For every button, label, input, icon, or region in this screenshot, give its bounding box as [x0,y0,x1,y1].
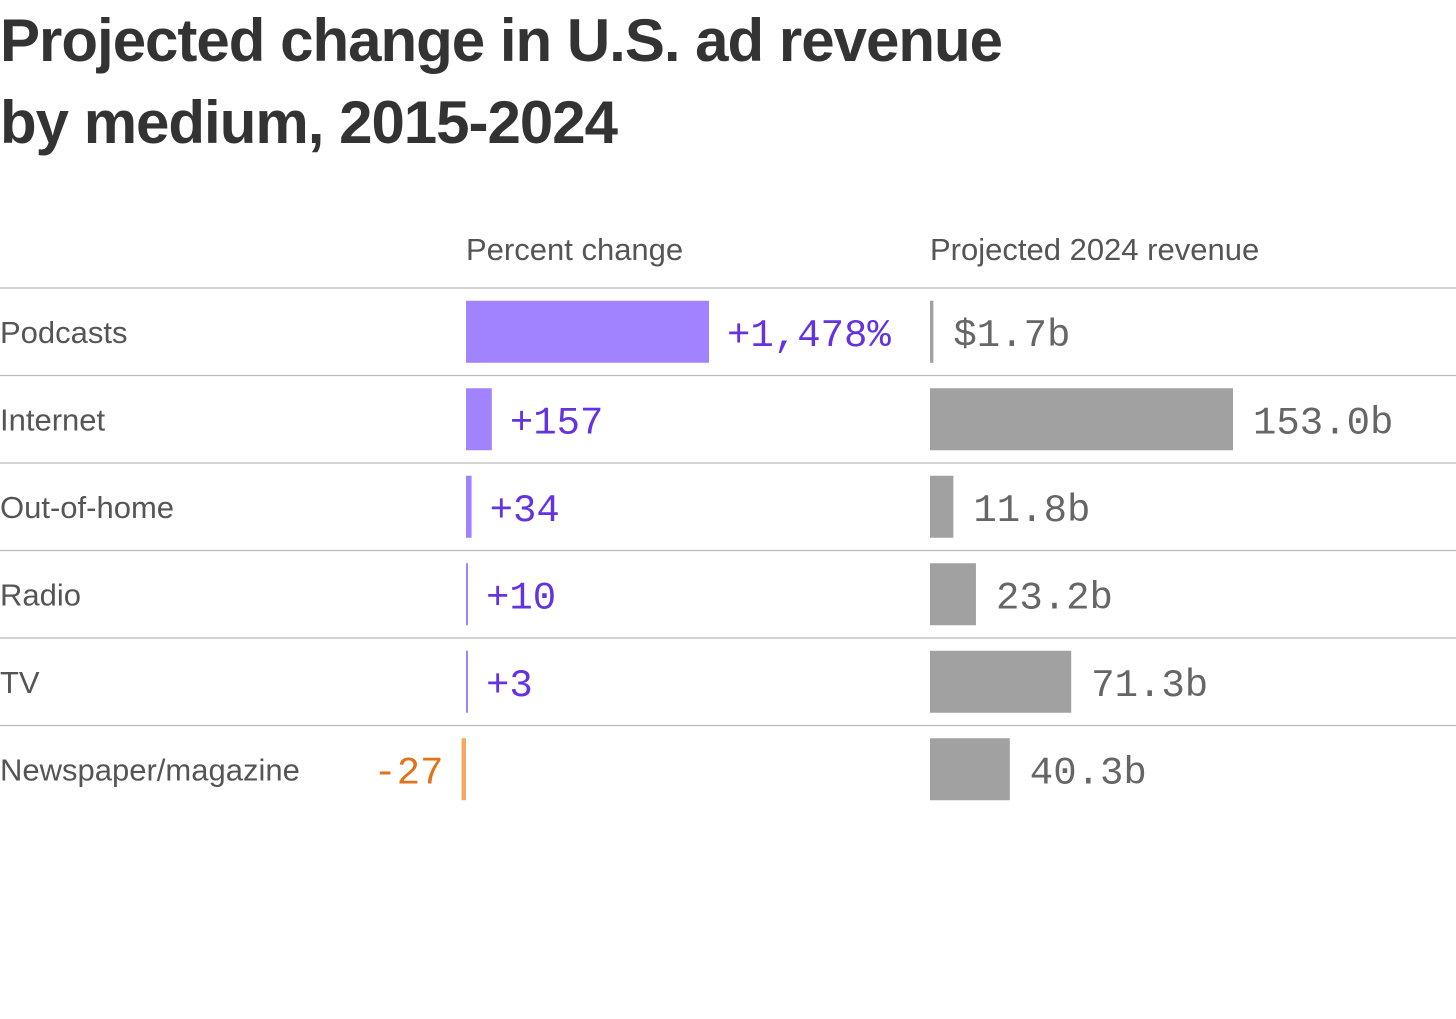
revenue-label-out-of-home: 11.8b [973,489,1090,533]
chart-title-line-1: Projected change in U.S. ad revenue [0,7,1003,74]
percent-change-header: Percent change [466,232,684,267]
revenue-header: Projected 2024 revenue [930,232,1260,267]
row-label-out-of-home: Out-of-home [0,490,174,525]
revenue-bar-out-of-home [930,475,954,538]
revenue-label-podcasts: $1.7b [953,314,1070,358]
row-label-internet: Internet [0,402,106,437]
revenue-label-internet: 153.0b [1253,401,1393,445]
revenue-bar-internet [930,388,1233,451]
revenue-bar-radio [930,563,976,626]
percent-bar-podcasts [466,300,709,363]
row-label-newspaper-magazine: Newspaper/magazine [0,752,300,787]
percent-bar-newspaper-magazine [461,738,466,801]
revenue-bar-podcasts [930,300,934,363]
percent-label-newspaper-magazine: -27 [373,751,443,795]
row-label-podcasts: Podcasts [0,315,128,350]
revenue-label-tv: 71.3b [1091,664,1208,708]
percent-bar-out-of-home [466,475,472,538]
percent-bar-tv [466,650,468,713]
percent-bar-radio [466,563,468,626]
percent-label-tv: +3 [486,664,533,708]
revenue-label-newspaper-magazine: 40.3b [1030,751,1147,795]
percent-label-internet: +157 [510,401,604,445]
row-label-tv: TV [0,665,40,700]
percent-bar-internet [466,388,492,451]
revenue-label-radio: 23.2b [996,576,1113,620]
chart-title: Projected change in U.S. ad revenue by m… [0,0,1100,164]
chart-title-line-2: by medium, 2015-2024 [0,89,618,156]
row-label-radio: Radio [0,577,81,612]
percent-label-podcasts: +1,478% [727,314,891,358]
revenue-bar-newspaper-magazine [930,738,1010,801]
revenue-bar-tv [930,650,1072,713]
percent-label-out-of-home: +34 [490,489,560,533]
percent-label-radio: +10 [486,576,556,620]
